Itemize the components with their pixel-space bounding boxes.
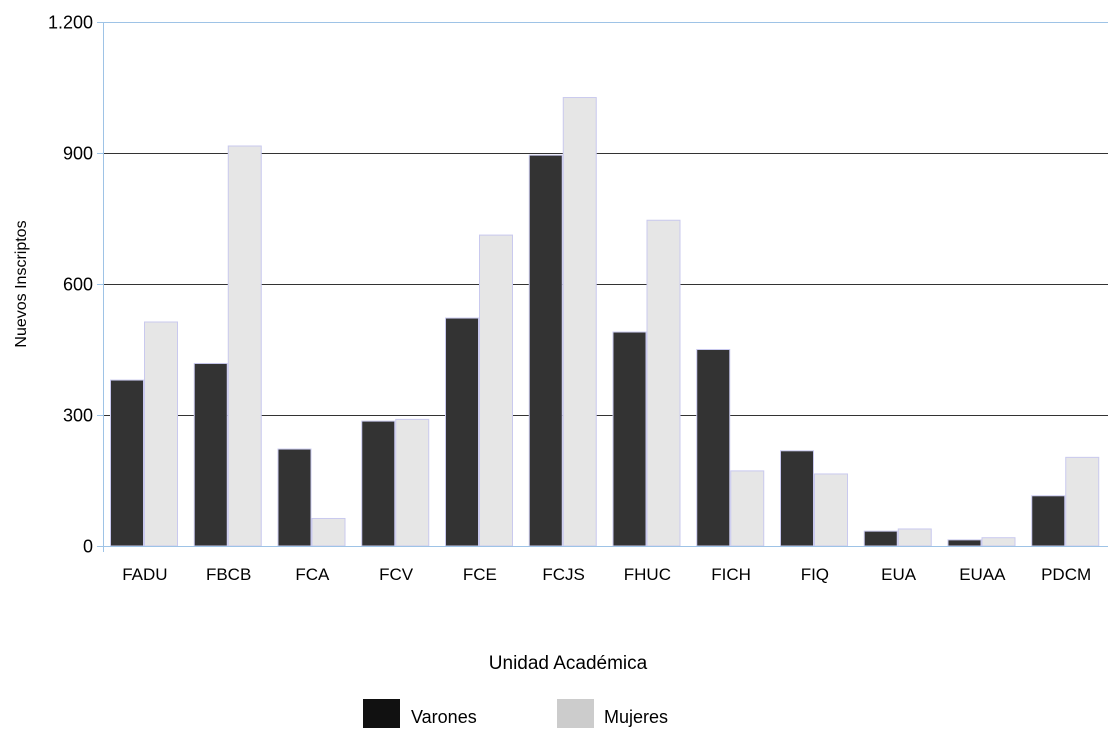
- legend-swatch: [363, 699, 400, 728]
- y-axis-label: Nuevos Inscriptos: [13, 220, 30, 347]
- bar-mujeres: [897, 528, 932, 547]
- legend: Varones Mujeres: [363, 699, 668, 728]
- x-tick-label: EUAA: [959, 565, 1006, 584]
- x-tick-label: FCJS: [542, 565, 585, 584]
- bar-varones: [780, 450, 814, 547]
- bar-mujeres: [479, 234, 513, 547]
- x-tick-label: PDCM: [1041, 565, 1091, 584]
- bar-varones: [612, 331, 647, 547]
- y-tick-label: 900: [63, 144, 93, 164]
- y-tick-label: 1.200: [48, 13, 93, 33]
- legend-swatch: [557, 699, 594, 728]
- x-tick-label: FCV: [379, 565, 414, 584]
- y-tick-label: 600: [63, 275, 93, 295]
- axes: [97, 22, 1108, 552]
- bar-mujeres: [1065, 456, 1100, 547]
- bar-mujeres: [562, 97, 597, 547]
- bar-varones: [947, 539, 982, 547]
- y-tick-labels: 0 300 600 900 1.200: [48, 13, 93, 557]
- bar-varones: [361, 420, 396, 547]
- bar-mujeres: [395, 418, 430, 547]
- bar-varones: [277, 448, 312, 547]
- x-tick-label: FIQ: [801, 565, 829, 584]
- x-tick-label: FHUC: [624, 565, 671, 584]
- bar-mujeres: [311, 517, 346, 547]
- bar-mujeres: [646, 219, 681, 547]
- y-tick-label: 0: [83, 537, 93, 557]
- x-axis-label: Unidad Académica: [489, 653, 648, 674]
- x-tick-label: EUA: [881, 565, 917, 584]
- bar-mujeres: [730, 470, 765, 547]
- bar-mujeres: [981, 537, 1016, 547]
- y-tick-label: 300: [63, 406, 93, 426]
- bar-varones: [445, 317, 479, 547]
- x-tick-label: FICH: [711, 565, 751, 584]
- bar-mujeres: [227, 145, 262, 547]
- x-tick-labels: FADU FBCB FCA FCV FCE FCJS FHUC FICH FIQ EUA EUAA P…: [122, 565, 1091, 584]
- bars: [110, 97, 1100, 547]
- bar-varones: [863, 530, 898, 547]
- bar-varones: [193, 362, 228, 547]
- gridlines: [103, 22, 1108, 416]
- legend-label: Mujeres: [604, 707, 668, 727]
- bar-varones: [1031, 495, 1066, 547]
- bar-varones: [110, 379, 144, 547]
- bar-varones: [696, 349, 731, 547]
- legend-label: Varones: [411, 707, 477, 727]
- bar-mujeres: [144, 321, 178, 547]
- x-tick-label: FCE: [463, 565, 497, 584]
- x-tick-label: FBCB: [206, 565, 251, 584]
- x-tick-label: FCA: [295, 565, 330, 584]
- bar-varones: [528, 154, 563, 547]
- bar-mujeres: [814, 473, 848, 547]
- x-tick-label: FADU: [122, 565, 167, 584]
